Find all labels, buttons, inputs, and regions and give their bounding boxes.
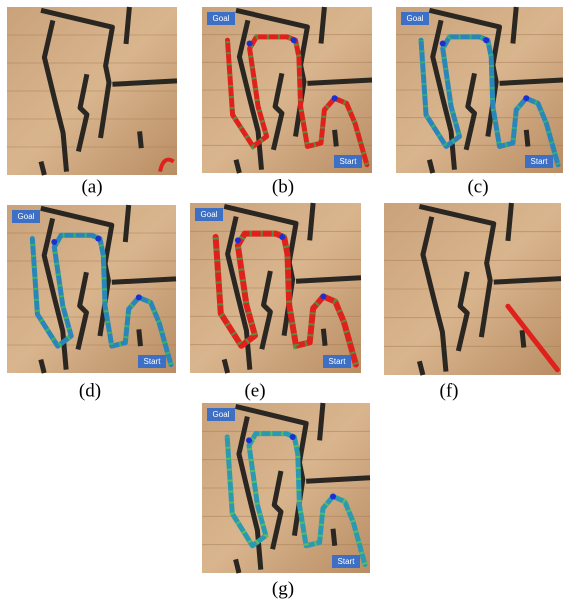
turn-marker — [290, 434, 296, 440]
turn-marker — [51, 239, 57, 245]
maze-wall — [513, 7, 516, 44]
maze-wall — [125, 205, 128, 242]
panel-label: (f) — [440, 380, 459, 401]
goal-label: Goal — [201, 210, 218, 219]
goal-label: Goal — [18, 212, 35, 221]
maze-wall — [522, 330, 524, 347]
turn-marker — [136, 294, 142, 300]
maze-wall — [41, 162, 44, 175]
turn-marker — [235, 237, 241, 243]
panel: Goal Start — [396, 7, 563, 173]
turn-marker — [440, 41, 446, 47]
panel — [384, 203, 561, 375]
turn-marker — [246, 437, 252, 443]
panel: Goal Start — [190, 203, 361, 373]
start-label: Start — [340, 157, 358, 166]
maze-wall — [112, 81, 177, 84]
goal-label: Goal — [213, 14, 230, 23]
maze-wall — [139, 329, 141, 346]
maze-wall — [126, 7, 129, 44]
turn-marker — [483, 37, 489, 43]
panel-label: (g) — [272, 578, 294, 599]
turn-marker — [247, 41, 253, 47]
maze-wall — [236, 160, 239, 173]
maze-wall — [236, 559, 239, 573]
maze-wall — [112, 279, 176, 282]
panel-label: (e) — [244, 380, 265, 401]
maze-wall — [41, 360, 44, 373]
panel-label: (c) — [467, 176, 488, 197]
turn-marker — [523, 95, 529, 101]
turn-marker — [320, 294, 326, 300]
maze-wall — [500, 80, 563, 83]
panel: Goal Start — [202, 7, 372, 173]
maze-wall — [307, 80, 372, 83]
maze-wall — [335, 130, 337, 147]
maze-wall — [306, 478, 370, 481]
maze-wall — [526, 130, 528, 147]
panel: Goal Start — [202, 403, 370, 573]
maze-wall — [494, 279, 561, 282]
panel: Goal Start — [7, 205, 176, 373]
start-label: Start — [338, 557, 356, 566]
start-label: Start — [531, 157, 549, 166]
turn-marker — [291, 37, 297, 43]
turn-marker — [332, 95, 338, 101]
turn-marker — [95, 236, 101, 242]
maze-wall — [140, 131, 142, 148]
maze-wall — [224, 359, 227, 373]
turn-marker — [279, 234, 285, 240]
maze-wall — [310, 203, 313, 240]
goal-label: Goal — [213, 410, 230, 419]
panel — [7, 7, 177, 175]
maze-wall — [320, 403, 323, 440]
maze-wall — [508, 203, 512, 241]
maze-wall — [333, 529, 335, 546]
figure: (a) Goal Start (b) Goal Start (c) Goal Start (d) G… — [0, 0, 563, 603]
maze-wall — [321, 7, 324, 44]
panel-label: (d) — [79, 380, 101, 401]
turn-marker — [330, 494, 336, 500]
maze-wall — [323, 329, 325, 346]
start-label: Start — [144, 357, 162, 366]
maze-wall — [296, 278, 361, 281]
goal-label: Goal — [407, 14, 424, 23]
maze-wall — [419, 361, 423, 375]
start-label: Start — [329, 357, 347, 366]
panel-label: (a) — [81, 176, 102, 197]
maze-wall — [429, 160, 432, 173]
panel-label: (b) — [272, 176, 294, 197]
